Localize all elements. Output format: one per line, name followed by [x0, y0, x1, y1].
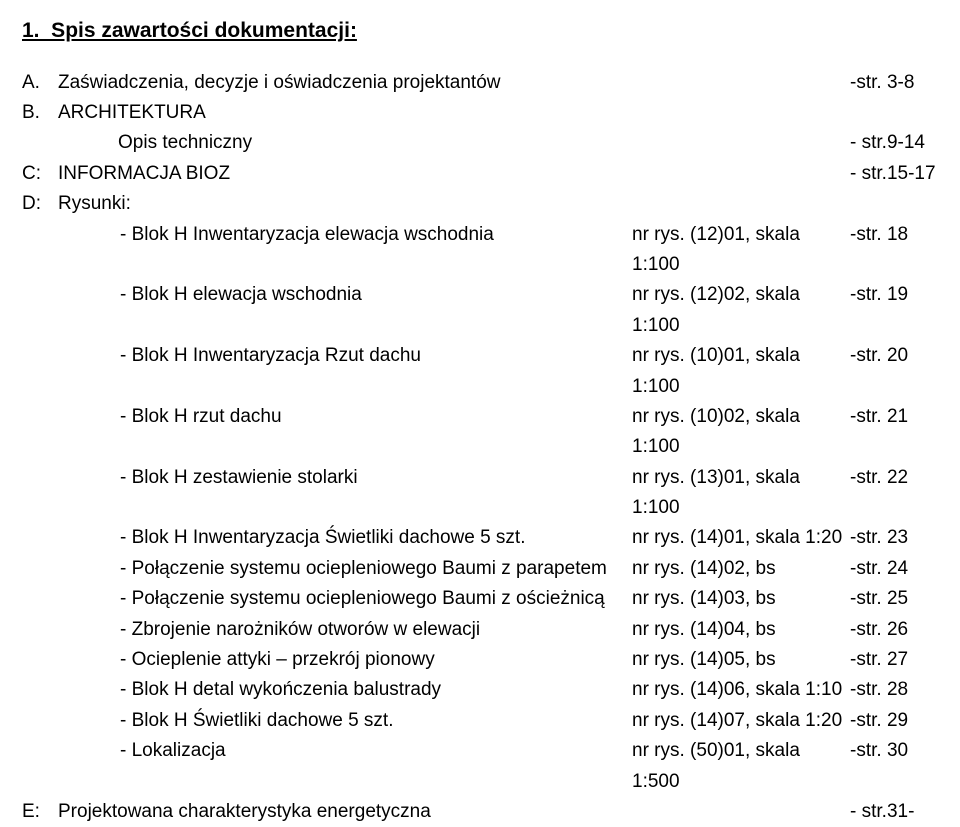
drawing-row: - Zbrojenie narożników otworów w elewacj… [22, 615, 940, 645]
drawing-label: - Blok H Inwentaryzacja Rzut dachu [58, 341, 632, 371]
page-ref: -str. 26 [850, 615, 960, 645]
section-letter: A. [22, 68, 58, 98]
page-ref: -str. 29 [850, 706, 960, 736]
drawing-mid: nr rys. (12)01, skala 1:100 [632, 220, 850, 281]
drawing-mid: nr rys. (10)02, skala 1:100 [632, 402, 850, 463]
drawing-mid: nr rys. (10)01, skala 1:100 [632, 341, 850, 402]
drawing-row: - Połączenie systemu ociepleniowego Baum… [22, 584, 940, 614]
drawing-row: - Blok H rzut dachunr rys. (10)02, skala… [22, 402, 940, 463]
drawing-row: - Blok H zestawienie stolarkinr rys. (13… [22, 463, 940, 524]
drawing-row: - Blok H Inwentaryzacja Rzut dachunr rys… [22, 341, 940, 402]
drawing-label: - Lokalizacja [58, 736, 632, 766]
page-ref: -str. 22 [850, 463, 960, 493]
section-letter: E: [22, 797, 58, 827]
section-letter: D: [22, 189, 58, 219]
page-ref: -str. 18 [850, 220, 960, 250]
page-ref: -str. 20 [850, 341, 960, 371]
page-ref: -str. 28 [850, 675, 960, 705]
page-ref: -str. 30 [850, 736, 960, 766]
drawing-row: - Blok H Inwentaryzacja Świetliki dachow… [22, 523, 940, 553]
page-ref: - str.31- [850, 797, 960, 827]
drawing-mid: nr rys. (14)04, bs [632, 615, 850, 645]
drawing-label: - Blok H zestawienie stolarki [58, 463, 632, 493]
section-b: B. ARCHITEKTURA [22, 98, 940, 128]
page-title: 1. Spis zawartości dokumentacji: [22, 14, 940, 48]
section-letter: B. [22, 98, 58, 128]
drawing-label: - Blok H Inwentaryzacja Świetliki dachow… [58, 523, 632, 553]
section-d: D: Rysunki: [22, 189, 940, 219]
section-a: A. Zaświadczenia, decyzje i oświadczenia… [22, 68, 940, 98]
drawing-label: - Blok H Inwentaryzacja elewacja wschodn… [58, 220, 632, 250]
section-text: Zaświadczenia, decyzje i oświadczenia pr… [58, 68, 632, 98]
drawing-label: - Blok H elewacja wschodnia [58, 280, 632, 310]
drawing-rows: - Blok H Inwentaryzacja elewacja wschodn… [22, 220, 940, 797]
drawing-mid: nr rys. (13)01, skala 1:100 [632, 463, 850, 524]
drawing-label: - Blok H rzut dachu [58, 402, 632, 432]
drawing-row: - Lokalizacjanr rys. (50)01, skala 1:500… [22, 736, 940, 797]
drawing-mid: nr rys. (12)02, skala 1:100 [632, 280, 850, 341]
page-ref: -str. 21 [850, 402, 960, 432]
drawing-label: - Zbrojenie narożników otworów w elewacj… [58, 615, 632, 645]
opis-label: Opis techniczny [58, 128, 632, 158]
page-ref: - str.15-17 [850, 159, 960, 189]
drawing-label: - Połączenie systemu ociepleniowego Baum… [58, 554, 632, 584]
drawing-mid: nr rys. (14)06, skala 1:10 [632, 675, 850, 705]
drawing-mid: nr rys. (14)02, bs [632, 554, 850, 584]
page-ref: -str. 19 [850, 280, 960, 310]
drawing-row: - Blok H elewacja wschodnianr rys. (12)0… [22, 280, 940, 341]
drawing-label: - Blok H Świetliki dachowe 5 szt. [58, 706, 632, 736]
section-e: E: Projektowana charakterystyka energety… [22, 797, 940, 827]
drawing-label: - Połączenie systemu ociepleniowego Baum… [58, 584, 632, 614]
drawing-mid: nr rys. (14)01, skala 1:20 [632, 523, 850, 553]
drawing-row: - Blok H Świetliki dachowe 5 szt.nr rys.… [22, 706, 940, 736]
drawing-label: - Blok H detal wykończenia balustrady [58, 675, 632, 705]
drawing-row: - Blok H detal wykończenia balustradynr … [22, 675, 940, 705]
drawing-row: - Połączenie systemu ociepleniowego Baum… [22, 554, 940, 584]
drawing-mid: nr rys. (14)03, bs [632, 584, 850, 614]
page-ref: -str. 24 [850, 554, 960, 584]
drawing-row: - Blok H Inwentaryzacja elewacja wschodn… [22, 220, 940, 281]
drawing-mid: nr rys. (50)01, skala 1:500 [632, 736, 850, 797]
section-c: C: INFORMACJA BIOZ - str.15-17 [22, 159, 940, 189]
page-ref: -str. 23 [850, 523, 960, 553]
drawing-mid: nr rys. (14)07, skala 1:20 [632, 706, 850, 736]
section-letter: C: [22, 159, 58, 189]
document-page: 1. Spis zawartości dokumentacji: A. Zaśw… [0, 0, 960, 671]
section-text: Rysunki: [58, 189, 632, 219]
page-ref: -str. 3-8 [850, 68, 960, 98]
section-text: INFORMACJA BIOZ [58, 159, 632, 189]
section-text: ARCHITEKTURA [58, 98, 632, 128]
opis-row: Opis techniczny - str.9-14 [22, 128, 940, 158]
section-text: Projektowana charakterystyka energetyczn… [58, 797, 632, 827]
page-ref: -str. 25 [850, 584, 960, 614]
page-ref: - str.9-14 [850, 128, 960, 158]
